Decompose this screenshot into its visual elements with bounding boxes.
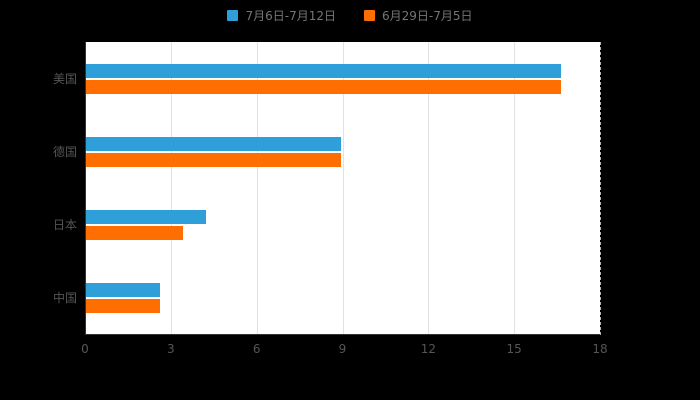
bar-series0-中国[interactable] [86, 283, 160, 297]
y-axis-label-德国: 德国 [52, 145, 77, 159]
gridline-3 [170, 42, 172, 335]
bar-series1-美国[interactable] [86, 80, 561, 94]
x-axis-label-9: 9 [338, 342, 347, 356]
gridline-6 [256, 42, 258, 335]
y-axis-label-美国: 美国 [52, 72, 77, 86]
y-axis-labels: 美国 德国 日本 中国 [0, 42, 80, 335]
bar-series1-中国[interactable] [86, 299, 160, 313]
x-axis-line [85, 334, 600, 335]
y-axis-line [85, 42, 86, 335]
gridline-12 [428, 42, 430, 335]
bar-series0-德国[interactable] [86, 137, 341, 151]
legend-swatch-icon [227, 10, 239, 21]
x-axis-label-12: 12 [420, 342, 436, 356]
gridline-15 [514, 42, 516, 335]
legend-label: 6月29日-7月5日 [382, 9, 473, 23]
bar-series1-德国[interactable] [86, 153, 341, 167]
y-axis-label-中国: 中国 [52, 291, 77, 305]
gridline-9 [342, 42, 344, 335]
x-axis-label-0: 0 [81, 342, 89, 356]
bar-series0-日本[interactable] [86, 210, 206, 224]
legend-swatch-icon [364, 10, 375, 21]
x-axis-label-15: 15 [506, 342, 522, 356]
x-axis-labels: 0 3 6 9 12 15 18 [81, 342, 607, 358]
x-axis-label-18: 18 [592, 342, 608, 356]
plot-area [85, 42, 601, 335]
chart-legend: 7月6日-7月12日 6月29日-7月5日 [0, 7, 700, 24]
bar-series1-日本[interactable] [86, 226, 183, 240]
legend-label: 7月6日-7月12日 [245, 9, 336, 23]
x-axis-label-6: 6 [252, 342, 261, 356]
bar-series0-美国[interactable] [86, 64, 561, 78]
y-axis-label-日本: 日本 [52, 218, 77, 232]
gridline-18 [600, 42, 601, 335]
x-axis-label-3: 3 [167, 342, 175, 356]
legend-item-1[interactable]: 6月29日-7月5日 [364, 7, 473, 24]
legend-item-0[interactable]: 7月6日-7月12日 [227, 7, 336, 24]
